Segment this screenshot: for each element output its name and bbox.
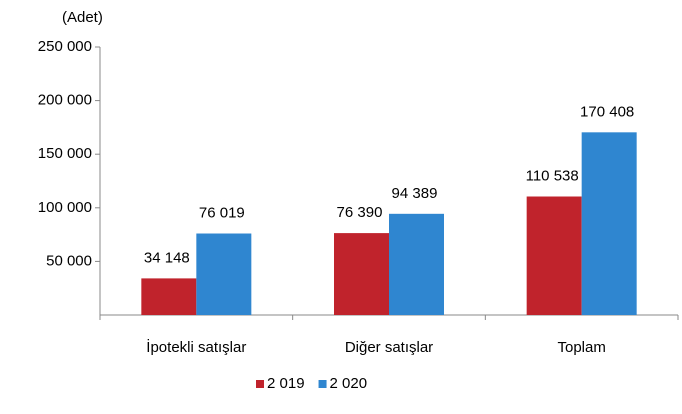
bar bbox=[526, 196, 582, 315]
x-tick-label: Diğer satışlar bbox=[345, 339, 433, 356]
y-tick-label: 200 000 bbox=[38, 92, 92, 109]
bar bbox=[389, 213, 444, 315]
bar bbox=[581, 132, 637, 315]
value-label: 170 408 bbox=[580, 103, 634, 120]
value-label: 94 389 bbox=[392, 185, 438, 202]
legend-swatch bbox=[256, 380, 264, 388]
legend-label: 2 020 bbox=[330, 375, 368, 392]
y-tick-label: 50 000 bbox=[46, 252, 92, 269]
value-label: 76 019 bbox=[199, 204, 245, 221]
value-label: 34 148 bbox=[144, 249, 190, 266]
y-tick-label: 250 000 bbox=[38, 38, 92, 55]
value-label: 110 538 bbox=[526, 167, 579, 184]
x-tick-label: İpotekli satışlar bbox=[146, 338, 246, 356]
legend-label: 2 019 bbox=[267, 375, 305, 392]
unit-label: (Adet) bbox=[62, 9, 103, 26]
bar bbox=[196, 233, 252, 315]
bar bbox=[334, 233, 389, 315]
bar bbox=[141, 278, 197, 315]
x-tick-label: Toplam bbox=[557, 339, 605, 356]
y-tick-label: 150 000 bbox=[38, 145, 92, 162]
value-label: 76 390 bbox=[337, 204, 383, 221]
y-tick-label: 100 000 bbox=[38, 199, 92, 216]
legend-swatch bbox=[318, 380, 327, 388]
